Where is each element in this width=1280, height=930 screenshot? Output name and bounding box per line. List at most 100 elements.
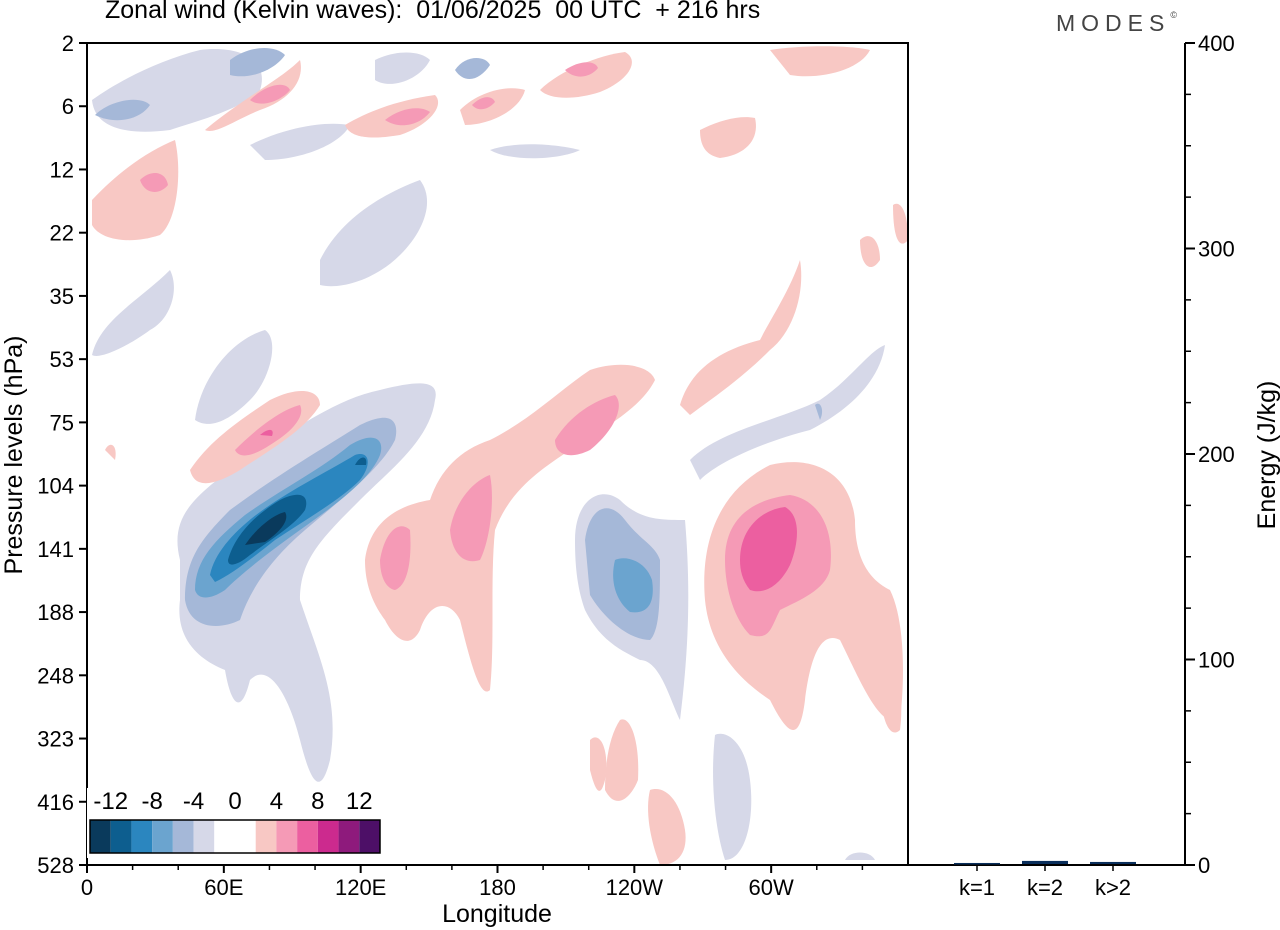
contour-pos-15 xyxy=(860,236,880,268)
contour-neg-12 xyxy=(375,52,430,84)
colorbar-swatch xyxy=(152,820,173,853)
contour-pos-30 xyxy=(260,429,273,436)
contour-neg-17 xyxy=(455,58,490,80)
contour-neg-24 xyxy=(245,512,287,545)
contour-pos-4 xyxy=(92,140,179,241)
energy-bar xyxy=(1022,860,1068,864)
colorbar-swatch xyxy=(297,820,318,853)
contour-pos-29 xyxy=(740,507,797,592)
brand-logo: MODES© xyxy=(1056,10,1177,36)
colorbar-swatch xyxy=(359,820,380,853)
colorbar-swatch xyxy=(338,820,360,853)
contour-pos-21 xyxy=(555,395,619,456)
colorbar-swatch xyxy=(193,820,215,853)
energy-tick-label: 200 xyxy=(1198,442,1235,467)
energy-bar xyxy=(1090,861,1136,864)
colorbar-label: 12 xyxy=(346,788,373,815)
contour-neg-2 xyxy=(195,330,273,424)
contour-neg-11 xyxy=(845,852,875,860)
contour-neg-23 xyxy=(355,457,367,465)
energy-category-label: k=1 xyxy=(959,875,995,900)
colorbar-swatch xyxy=(90,820,111,853)
colorbar-label: -8 xyxy=(141,788,162,815)
y-tick-label: 2 xyxy=(62,31,74,56)
contour-neg-15 xyxy=(230,48,285,77)
brand-text: MODES xyxy=(1056,10,1171,36)
x-tick-label: 0 xyxy=(81,875,93,900)
x-tick-label: 120E xyxy=(335,875,386,900)
x-tick-label: 120W xyxy=(606,875,664,900)
energy-panel: 0 100 200 300 400 k=1 k=2 k>2 Energy (J/kg) xyxy=(908,31,1280,900)
contour-neg-18 xyxy=(815,403,823,420)
y-tick-label: 416 xyxy=(37,790,74,815)
contour-pos-18 xyxy=(880,677,902,733)
y-tick-label: 53 xyxy=(50,347,74,372)
contour-field xyxy=(92,46,908,865)
energy-tick-label: 300 xyxy=(1198,237,1235,262)
energy-tick-label: 0 xyxy=(1198,853,1210,878)
contour-pos-12 xyxy=(605,719,639,801)
chart-title: Zonal wind (Kelvin waves): 01/06/2025 00… xyxy=(105,0,761,24)
x-axis-title: Longitude xyxy=(442,900,552,928)
energy-axis-title: Energy (J/kg) xyxy=(1253,381,1280,530)
y-tick-label: 528 xyxy=(37,853,74,878)
contour-pos-14 xyxy=(105,444,116,460)
colorbar-swatch xyxy=(110,820,132,853)
energy-bars xyxy=(954,860,1136,865)
contour-neg-9 xyxy=(250,123,350,160)
contour-neg-7 xyxy=(713,733,752,860)
contour-neg-6 xyxy=(690,345,885,480)
contour-neg-16 xyxy=(95,99,150,121)
energy-tick-label: 400 xyxy=(1198,31,1235,56)
colorbar: -12 -8 -4 0 4 8 12 xyxy=(87,788,383,858)
y-axis: 2 6 12 22 35 53 75 104 141 188 248 323 416 528 xyxy=(37,31,87,878)
y-tick-label: 75 xyxy=(50,410,74,435)
contour-pos-26 xyxy=(385,108,430,126)
colorbar-swatch xyxy=(317,820,339,853)
colorbar-swatches xyxy=(89,819,381,854)
y-axis-title: Pressure levels (hPa) xyxy=(0,336,28,575)
y-tick-label: 12 xyxy=(50,157,74,182)
y-tick-label: 35 xyxy=(50,284,74,309)
contour-pos-8 xyxy=(460,88,525,125)
x-tick-label: 180 xyxy=(479,875,516,900)
colorbar-label: 8 xyxy=(311,788,324,815)
colorbar-swatch xyxy=(235,820,256,853)
y-tick-label: 104 xyxy=(37,474,74,499)
y-tick-label: 188 xyxy=(37,600,74,625)
energy-axis: 0 100 200 300 400 xyxy=(1185,31,1235,878)
contour-pos-28 xyxy=(565,62,598,77)
colorbar-label: -12 xyxy=(93,788,128,815)
colorbar-label: 0 xyxy=(228,788,241,815)
contour-pos-10 xyxy=(700,117,756,158)
colorbar-label: -4 xyxy=(183,788,204,815)
contour-neg-10 xyxy=(490,144,580,159)
colorbar-swatch xyxy=(172,820,194,853)
contour-neg-1 xyxy=(177,383,436,782)
y-tick-label: 22 xyxy=(50,221,74,246)
colorbar-swatch xyxy=(214,820,235,853)
contour-pos-16 xyxy=(893,203,908,244)
x-tick-label: 60E xyxy=(204,875,243,900)
contour-pos-19 xyxy=(380,526,411,590)
colorbar-label: 4 xyxy=(270,788,283,815)
colorbar-labels: -12 -8 -4 0 4 8 12 xyxy=(93,788,372,815)
y-tick-label: 6 xyxy=(62,94,74,119)
y-tick-label: 323 xyxy=(37,727,74,752)
contour-neg-20 xyxy=(613,558,653,613)
contour-pos-11 xyxy=(590,737,607,791)
contour-pos-6 xyxy=(205,60,301,131)
contour-neg-3 xyxy=(92,270,174,356)
x-tick-label: 60W xyxy=(749,875,794,900)
energy-tick-label: 100 xyxy=(1198,648,1235,673)
colorbar-swatch xyxy=(276,820,298,853)
contour-pos-1 xyxy=(365,364,655,692)
contour-pos-13 xyxy=(648,789,686,865)
y-tick-label: 248 xyxy=(37,663,74,688)
colorbar-frame xyxy=(89,819,381,854)
energy-category-label: k>2 xyxy=(1095,875,1131,900)
energy-categories: k=1 k=2 k>2 xyxy=(959,865,1131,900)
contour-pos-17 xyxy=(770,46,870,77)
y-tick-label: 141 xyxy=(37,537,74,562)
